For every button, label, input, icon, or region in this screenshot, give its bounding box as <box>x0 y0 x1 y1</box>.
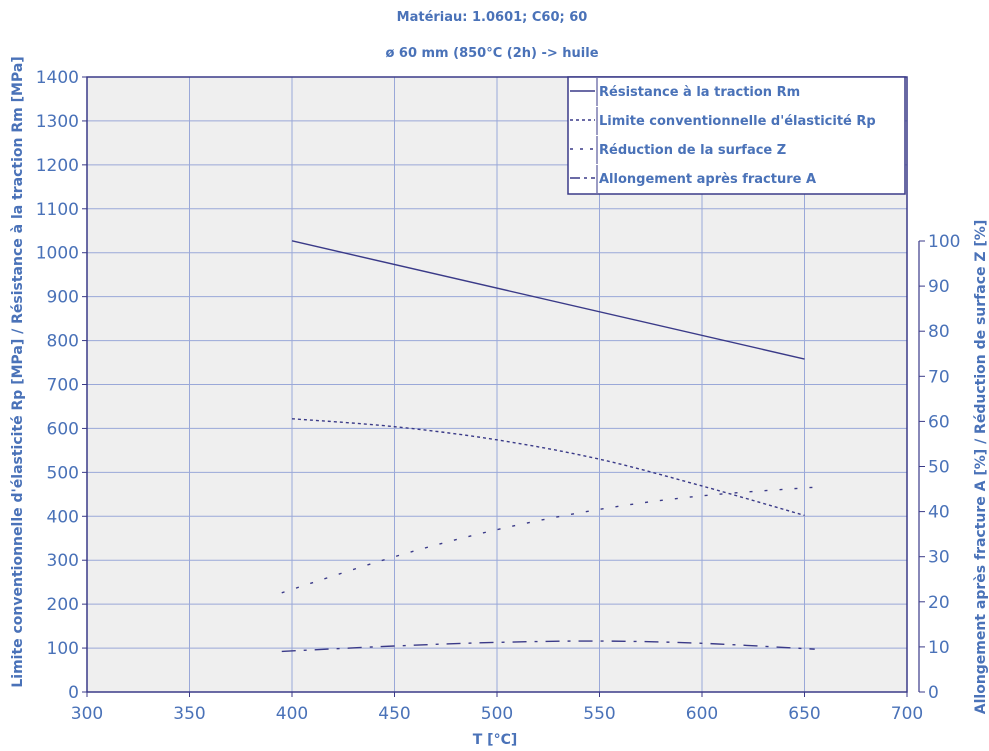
y-left-tick-label: 400 <box>47 507 79 527</box>
x-tick-label: 300 <box>71 704 103 724</box>
y-left-tick-label: 1100 <box>36 200 79 220</box>
legend: Résistance à la traction Rm Limite conven… <box>567 76 906 195</box>
y-right-tick-label: 70 <box>928 367 950 387</box>
legend-label: Résistance à la traction Rm <box>599 85 800 100</box>
x-tick-label: 500 <box>481 704 513 724</box>
series-line-2 <box>281 486 821 594</box>
y-right-tick-label: 0 <box>928 683 939 703</box>
series-line-3 <box>281 640 815 653</box>
x-tick-label: 400 <box>276 704 308 724</box>
x-tick-label: 600 <box>686 704 718 724</box>
y-axis-label-right: Allongement après fracture A [%] / Réduc… <box>973 220 989 714</box>
x-tick-label: 700 <box>891 704 923 724</box>
y-left-tick-label: 1400 <box>36 68 79 88</box>
y-left-tick-label: 300 <box>47 551 79 571</box>
y-right-tick-label: 100 <box>928 232 960 252</box>
axes-group: 300 350 400 450 500 550 600 650 7000100200300400… <box>36 68 961 724</box>
y-right-tick-label: 10 <box>928 638 950 658</box>
y-left-tick-label: 100 <box>47 639 79 659</box>
legend-label: Allongement après fracture A <box>599 172 816 187</box>
y-left-tick-label: 600 <box>47 419 79 439</box>
y-left-tick-label: 900 <box>47 288 79 308</box>
x-tick-label: 350 <box>173 704 205 724</box>
y-right-tick-label: 20 <box>928 593 950 613</box>
y-right-tick-label: 30 <box>928 548 950 568</box>
y-left-tick-label: 500 <box>47 463 79 483</box>
y-right-tick-label: 90 <box>928 277 950 297</box>
x-tick-label: 450 <box>378 704 410 724</box>
series-line-1 <box>291 418 805 517</box>
chart-title: Matériau: 1.0601; C60; 60 <box>397 10 588 25</box>
series-group <box>281 240 821 653</box>
legend-label: Limite conventionnelle d'élasticité Rp <box>599 114 876 129</box>
y-left-tick-label: 200 <box>47 595 79 615</box>
y-left-tick-label: 700 <box>47 376 79 396</box>
y-left-tick-label: 800 <box>47 332 79 352</box>
x-tick-label: 550 <box>583 704 615 724</box>
y-left-tick-label: 1300 <box>36 112 79 132</box>
x-tick-label: 650 <box>788 704 820 724</box>
y-left-tick-label: 1200 <box>36 156 79 176</box>
series-line-0 <box>291 240 805 360</box>
chart-subtitle: ø 60 mm (850°C (2h) -> huile <box>385 46 598 61</box>
legend-box <box>567 76 906 195</box>
legend-label: Réduction de la surface Z <box>599 143 786 158</box>
y-axis-label-left: Limite conventionnelle d'élasticité Rp [… <box>10 56 26 687</box>
x-axis-label: T [°C] <box>473 732 518 748</box>
y-right-tick-label: 50 <box>928 458 950 478</box>
y-right-tick-label: 60 <box>928 412 950 432</box>
y-left-tick-label: 0 <box>68 683 79 703</box>
y-right-tick-label: 40 <box>928 503 950 523</box>
y-right-tick-label: 80 <box>928 322 950 342</box>
y-left-tick-label: 1000 <box>36 244 79 264</box>
